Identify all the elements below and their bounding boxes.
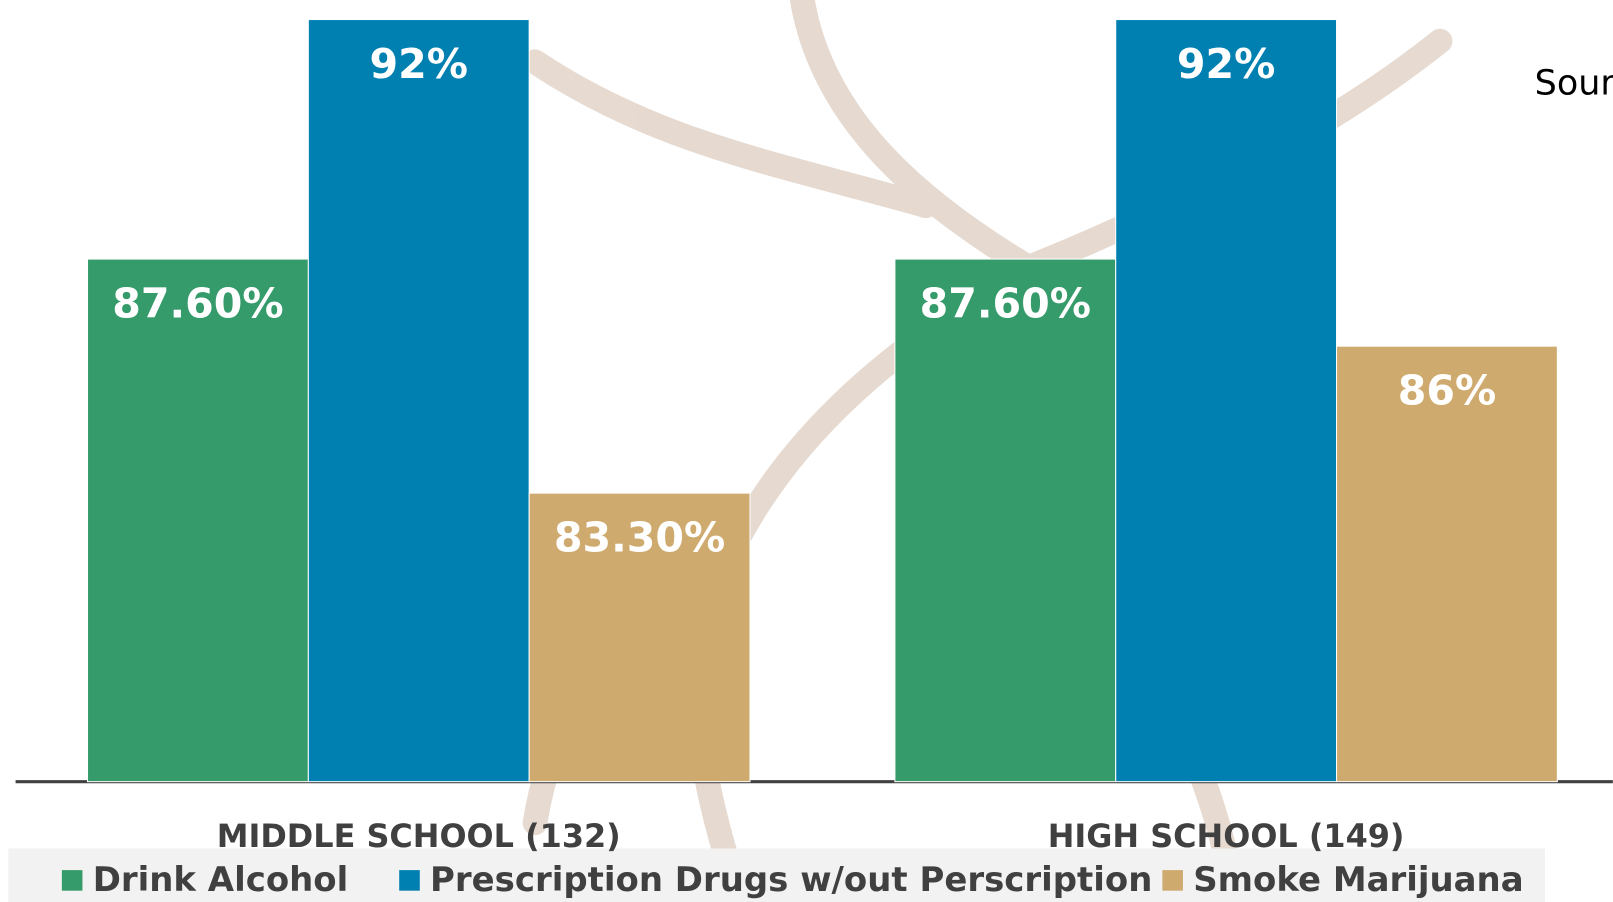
annotation: Sour [1535,63,1613,103]
value-label: 83.30% [554,513,725,561]
legend-background [8,848,1545,902]
value-label: 86% [1398,366,1496,414]
x-tick-label: MIDDLE SCHOOL (132) [217,817,621,855]
bar [894,258,1117,783]
bar [1336,345,1558,783]
legend-swatch [399,870,420,891]
x-tick-label: HIGH SCHOOL (149) [1048,817,1405,855]
legend-label: Smoke Marijuana [1193,860,1523,900]
value-label: 92% [370,40,468,88]
value-label: 87.60% [112,279,283,327]
legend-label: Prescription Drugs w/out Perscription [430,860,1152,900]
value-label: 87.60% [920,279,1091,327]
legend-swatch [61,870,83,891]
value-label: 92% [1177,40,1275,88]
legend-swatch [1162,870,1183,891]
bar [87,258,309,783]
bar [1115,19,1338,783]
bar [528,492,751,783]
legend-label: Drink Alcohol [93,860,349,900]
bar [307,19,530,783]
